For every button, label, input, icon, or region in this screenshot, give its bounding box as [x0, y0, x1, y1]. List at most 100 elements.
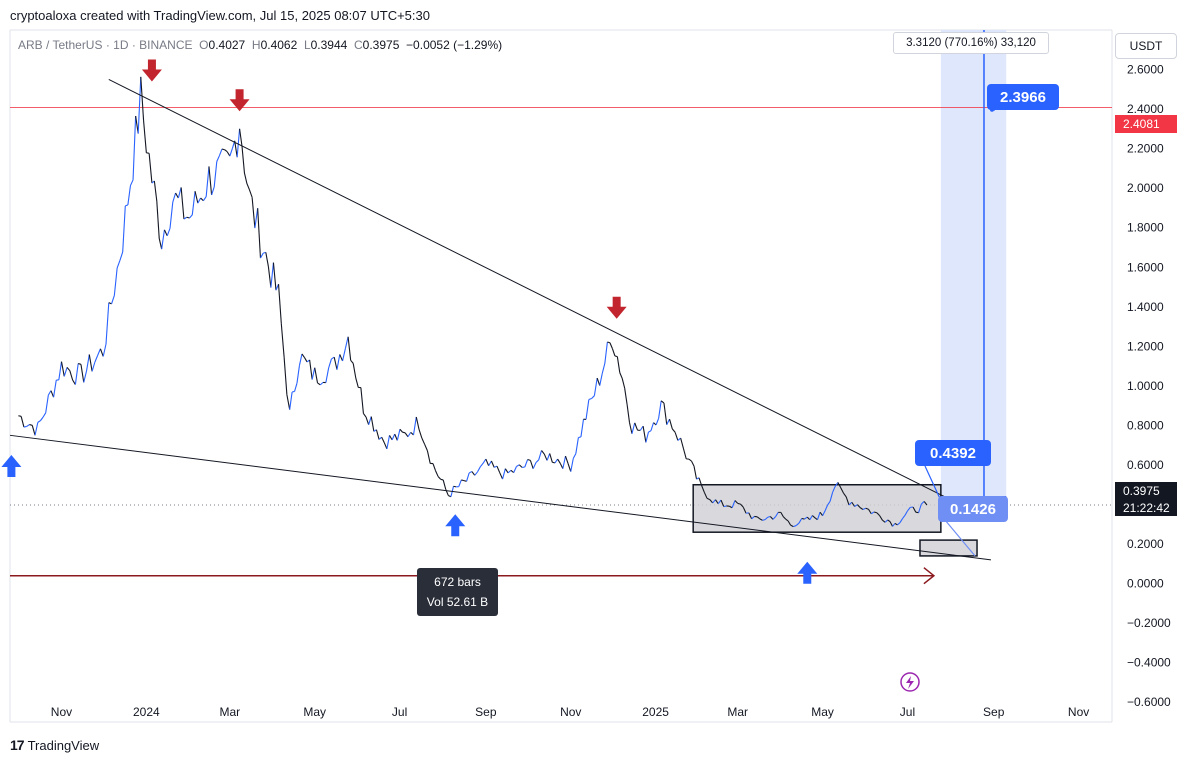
price-segment: [499, 472, 504, 480]
range-box: [692, 483, 942, 533]
price-segment: [899, 518, 903, 523]
price-segment: [122, 205, 126, 253]
price-segment: [432, 463, 437, 471]
price-segment: [564, 455, 569, 464]
price-segment: [884, 519, 889, 523]
price-segment: [63, 367, 68, 377]
price-segment: [143, 120, 147, 153]
price-segment: [611, 348, 616, 357]
price-segment: [216, 155, 220, 162]
price-segment: [479, 462, 484, 468]
price-segment: [596, 377, 601, 386]
price-segment: [383, 442, 388, 450]
price-segment: [453, 485, 457, 488]
price-segment: [58, 361, 63, 380]
price-segment: [801, 517, 805, 520]
price-segment: [554, 458, 559, 464]
price-segment: [362, 413, 367, 418]
price-segment: [378, 436, 383, 440]
price-segment: [734, 500, 739, 504]
up-arrow-icon: [1, 454, 22, 477]
x-tick-label: Sep: [983, 705, 1005, 719]
price-segment: [229, 148, 233, 157]
price-segment: [798, 518, 803, 524]
price-segment: [848, 501, 853, 506]
y-tick-label: 1.6000: [1127, 260, 1164, 274]
price-segment: [740, 503, 744, 508]
x-tick-label: Jul: [392, 705, 407, 719]
price-segment: [772, 516, 776, 520]
tradingview-logo-icon: 17: [10, 737, 25, 753]
price-segment: [50, 390, 55, 398]
price-segment: [125, 204, 129, 207]
price-segment: [693, 465, 698, 480]
price-segment: [113, 267, 118, 296]
footer-brand[interactable]: 17 TradingView: [10, 736, 99, 754]
price-segment: [200, 197, 204, 202]
x-tick-label: Nov: [1068, 705, 1089, 719]
price-segment: [490, 460, 495, 468]
price-segment: [840, 487, 844, 494]
price-segment: [172, 192, 177, 203]
downtrend-line: [108, 78, 985, 517]
box-bottom-callout[interactable]: 0.1426: [938, 496, 1008, 522]
price-segment: [251, 197, 256, 229]
target-callout[interactable]: 2.3966: [987, 84, 1059, 110]
price-segment: [593, 377, 598, 396]
price-segment: [674, 432, 679, 441]
y-tick-label: 1.8000: [1127, 221, 1164, 235]
y-tick-label: −0.2000: [1127, 616, 1171, 630]
price-segment: [342, 348, 346, 362]
x-tick-label: 2025: [642, 705, 669, 719]
price-segment: [812, 515, 816, 519]
high-label: H: [251, 38, 261, 52]
price-segment: [851, 501, 856, 507]
price-segment: [543, 453, 548, 461]
price-segment: [394, 433, 398, 441]
low-label: L: [303, 38, 311, 52]
box-bottom-connector: [944, 519, 976, 557]
change-value: −0.0052 (−1.29%): [406, 38, 503, 52]
price-segment: [599, 373, 603, 386]
price-segment: [78, 363, 82, 365]
price-segment: [265, 252, 269, 267]
price-segment: [682, 448, 687, 460]
price-segment: [386, 435, 391, 450]
price-segment: [904, 510, 908, 516]
y-tick-label: 1.0000: [1127, 379, 1164, 393]
currency-button[interactable]: USDT: [1115, 33, 1177, 59]
price-segment: [660, 400, 665, 404]
price-segment: [26, 424, 30, 427]
price-segment: [663, 403, 668, 425]
price-segment: [562, 455, 567, 469]
price-segment: [37, 420, 41, 423]
price-segment: [775, 512, 779, 517]
price-segment: [474, 471, 478, 476]
price-segment: [370, 416, 375, 432]
y-tick-label: −0.4000: [1127, 656, 1171, 670]
close-label: C: [354, 38, 363, 52]
price-segment: [458, 479, 462, 487]
price-segment: [822, 510, 826, 516]
price-segment: [604, 341, 608, 364]
price-segment: [837, 482, 842, 488]
y-tick-label: 0.2000: [1127, 537, 1164, 551]
x-tick-label: Mar: [220, 705, 241, 719]
price-segment: [482, 458, 487, 464]
price-segment: [88, 354, 93, 372]
price-segment: [153, 180, 158, 202]
price-segment: [809, 515, 813, 521]
price-segment: [856, 504, 861, 508]
price-segment: [339, 354, 344, 362]
price-segment: [862, 507, 866, 511]
box-top-callout[interactable]: 0.4392: [915, 440, 991, 466]
up-arrow-icon: [797, 561, 818, 584]
price-segment: [759, 518, 763, 521]
x-tick-label: Jul: [900, 705, 915, 719]
price-segment: [535, 459, 540, 464]
price-segment: [102, 343, 107, 357]
price-segment: [882, 519, 886, 523]
price-segment: [208, 166, 213, 196]
price-segment: [669, 419, 673, 430]
